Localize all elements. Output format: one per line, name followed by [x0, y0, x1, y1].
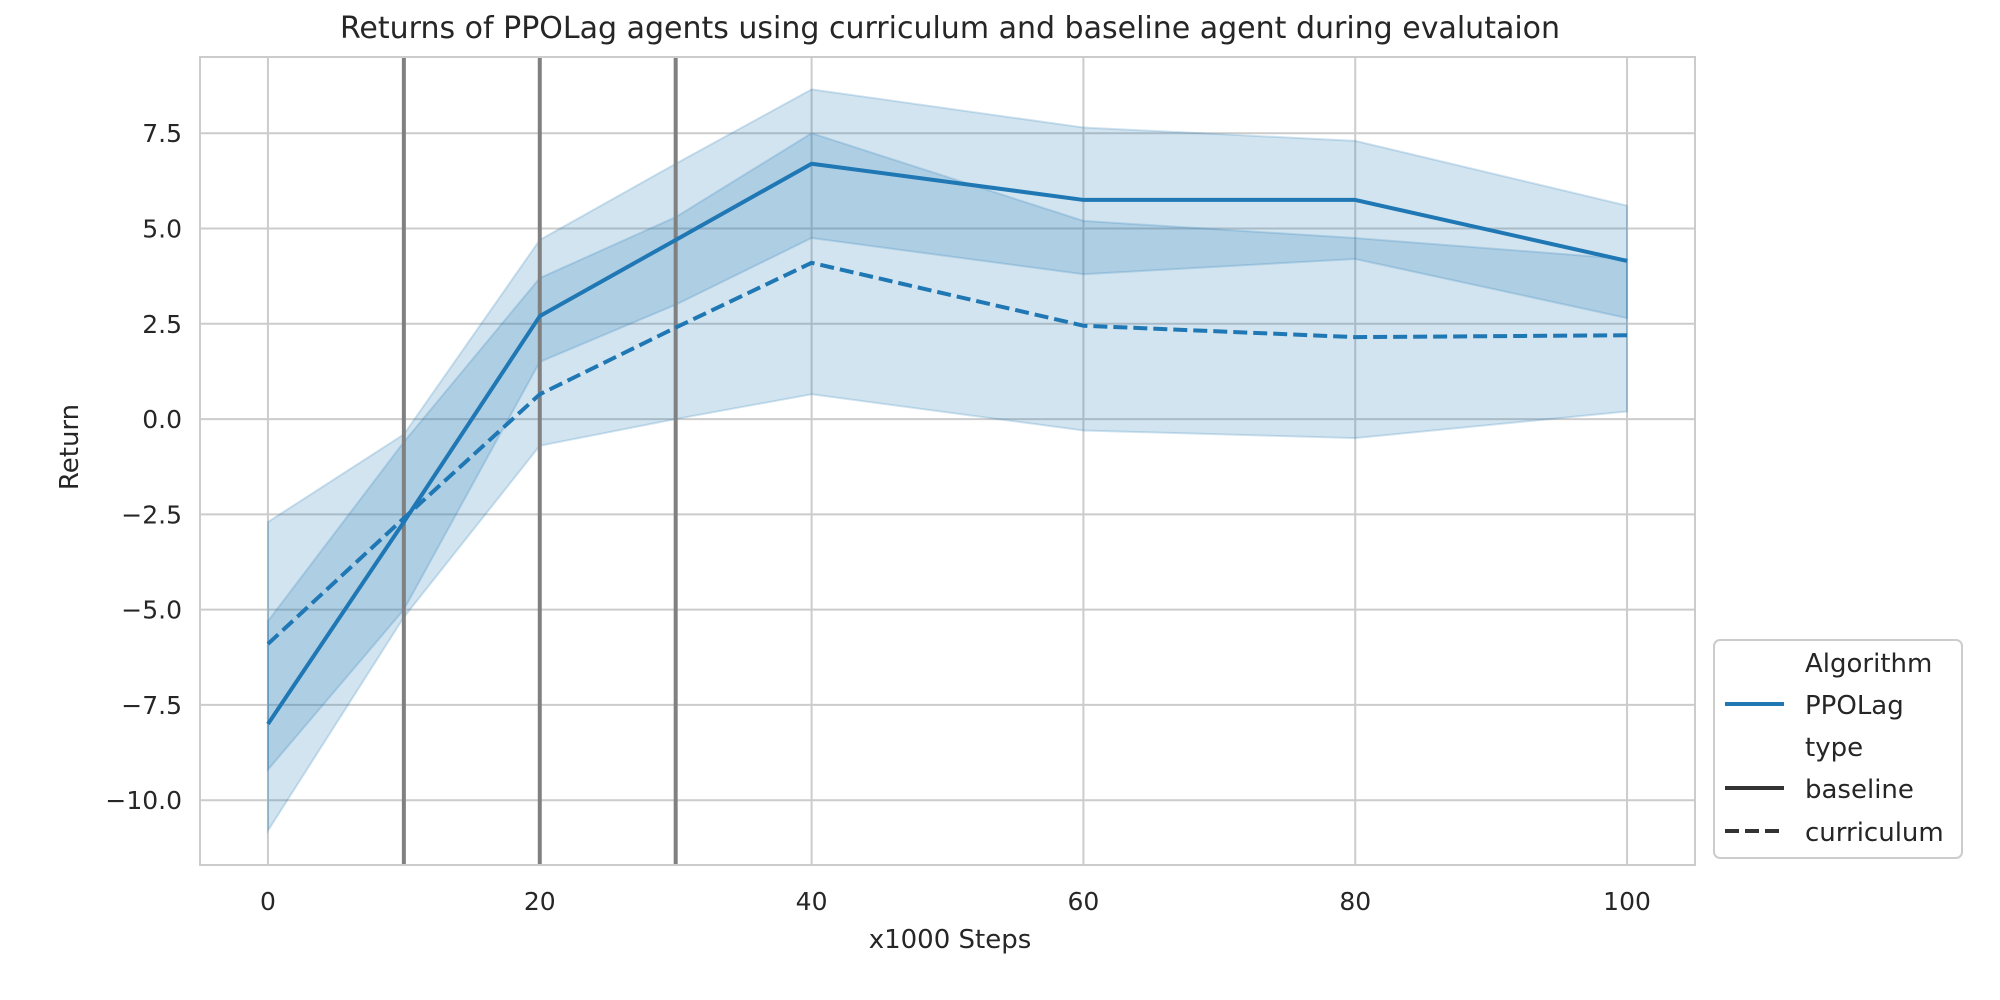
y-tick-label: 0.0: [142, 405, 182, 434]
x-tick-label: 80: [1339, 887, 1371, 916]
x-tick-label: 0: [260, 887, 276, 916]
y-axis-ticks: −10.0 −7.5 −5.0 −2.5 0.0 2.5 5.0 7.5: [105, 119, 182, 815]
plot-area: [199, 56, 1696, 866]
plot-frame: [199, 56, 1696, 866]
confidence-bands: [266, 88, 1629, 835]
band-curriculum: [266, 88, 1629, 835]
y-tick-label: 7.5: [142, 119, 182, 148]
series-lines: [266, 161, 1628, 726]
x-tick-label: 60: [1068, 887, 1100, 916]
legend-label-baseline: baseline: [1805, 775, 1914, 805]
x-axis-label: x1000 Steps: [869, 925, 1032, 955]
y-axis-label: Return: [55, 404, 85, 490]
y-tick-label: −7.5: [121, 691, 182, 720]
plot-background: [200, 57, 1695, 865]
legend-heading-type: type: [1805, 733, 1863, 763]
vertical-markers: [401, 57, 678, 865]
x-tick-label: 100: [1603, 887, 1651, 916]
legend: Algorithm PPOLag type baseline curriculu…: [1713, 639, 1963, 859]
y-tick-label: 5.0: [142, 215, 182, 244]
legend-box: [1713, 639, 1963, 859]
x-tick-label: 20: [524, 887, 556, 916]
legend-label-ppolag: PPOLag: [1805, 691, 1904, 721]
line-baseline: [266, 161, 1628, 726]
grid: [200, 57, 1695, 865]
x-axis-ticks: 0 20 40 60 80 100: [260, 887, 1651, 916]
x-tick-label: 40: [796, 887, 828, 916]
y-tick-label: 2.5: [142, 310, 182, 339]
band-baseline: [266, 132, 1629, 773]
y-tick-label: −2.5: [121, 500, 182, 529]
chart-title: Returns of PPOLag agents using curriculu…: [340, 11, 1560, 46]
legend-label-curriculum: curriculum: [1805, 818, 1944, 848]
y-tick-label: −10.0: [105, 786, 182, 815]
legend-heading-algorithm: Algorithm: [1805, 649, 1932, 679]
y-tick-label: −5.0: [121, 596, 182, 625]
